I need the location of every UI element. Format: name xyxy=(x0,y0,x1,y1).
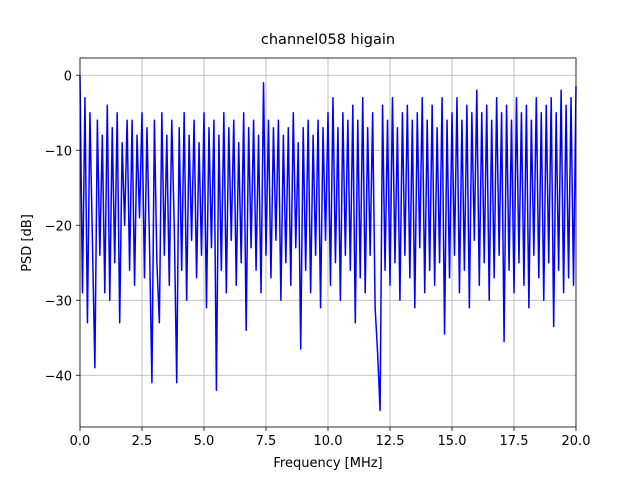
x-tick-label: 17.5 xyxy=(500,434,529,449)
chart-title: channel058 higain xyxy=(261,32,395,48)
x-axis-label: Frequency [MHz] xyxy=(273,456,382,471)
y-tick-label: −30 xyxy=(45,294,72,309)
y-axis-label: PSD [dB] xyxy=(20,214,35,272)
x-tick-label: 20.0 xyxy=(562,434,591,449)
y-tick-label: −40 xyxy=(45,369,72,384)
plot-frame xyxy=(79,57,577,428)
x-tick-label: 7.5 xyxy=(256,434,277,449)
x-tick-label: 0.0 xyxy=(70,434,91,449)
y-tick-label: −10 xyxy=(45,144,72,159)
x-tick-label: 5.0 xyxy=(194,434,215,449)
x-tick-label: 2.5 xyxy=(132,434,153,449)
data-line xyxy=(79,75,577,412)
y-tick-label: −20 xyxy=(45,219,72,234)
x-tick-label: 10.0 xyxy=(314,434,343,449)
y-tick-label: 0 xyxy=(64,69,72,84)
x-tick-label: 12.5 xyxy=(376,434,405,449)
x-tick-label: 15.0 xyxy=(438,434,467,449)
